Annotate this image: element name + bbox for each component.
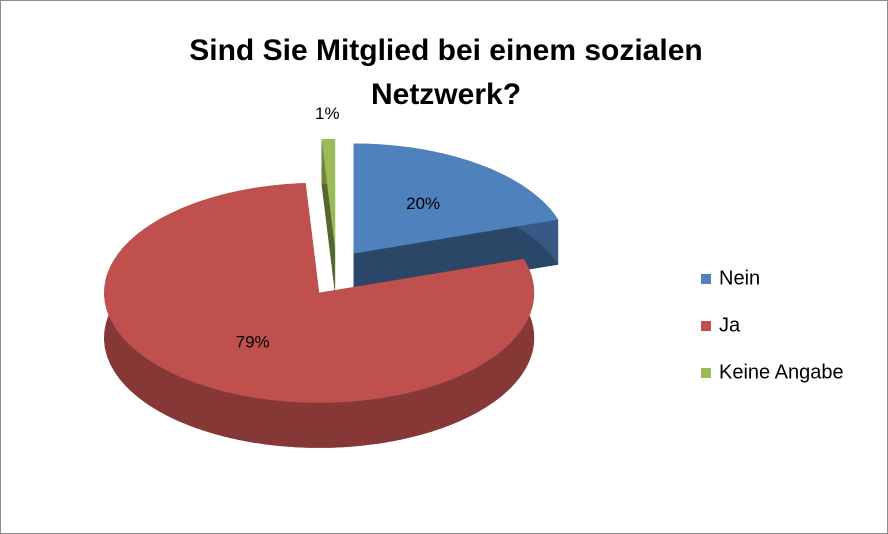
chart-title: Sind Sie Mitglied bei einem sozialen Net… — [189, 34, 703, 111]
legend-swatch — [701, 321, 711, 331]
legend: Nein Ja Keine Angabe — [701, 267, 844, 383]
slice-top — [353, 143, 559, 254]
legend-label: Ja — [719, 314, 741, 336]
slice — [321, 139, 336, 294]
slice-top — [104, 183, 535, 403]
slice — [104, 183, 535, 448]
data-label: 20% — [406, 194, 440, 213]
slice-top — [321, 139, 336, 249]
data-label: 79% — [236, 332, 270, 351]
legend-label: Keine Angabe — [719, 361, 844, 383]
legend-swatch — [701, 368, 711, 378]
legend-label: Nein — [719, 267, 760, 289]
data-label: 1% — [315, 104, 340, 123]
legend-swatch — [701, 274, 711, 284]
